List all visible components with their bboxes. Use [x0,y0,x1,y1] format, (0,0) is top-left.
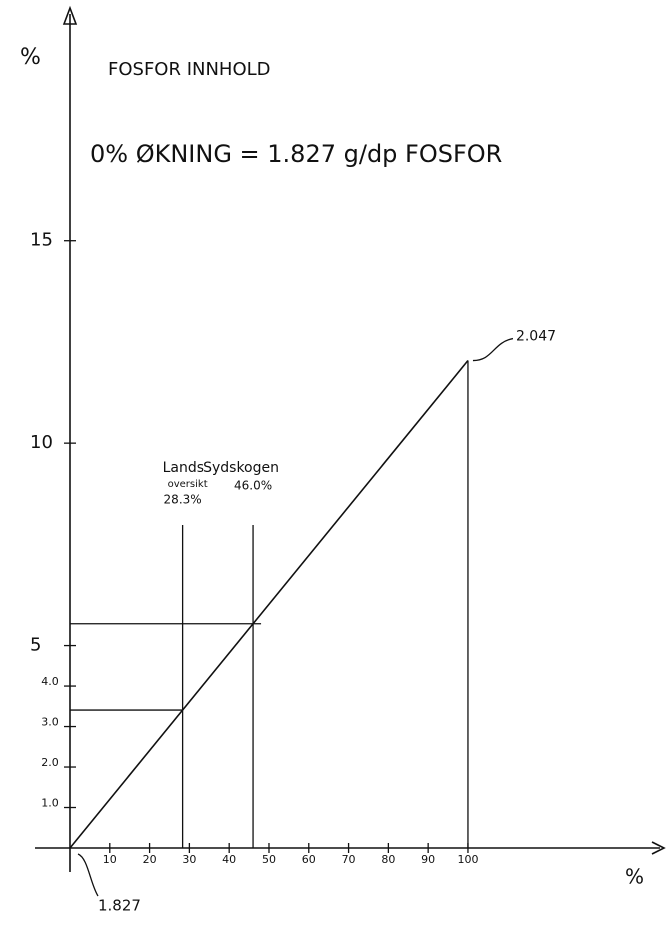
x-tick-label: 20 [143,853,157,866]
marker-value-label: 46.0% [234,479,272,493]
annotation-arrow [77,853,99,897]
y-tick-label: 10 [30,432,53,453]
y-tick-label: 1.0 [41,797,59,810]
chart-title: FOSFOR INNHOLD [108,59,271,80]
marker-subname: oversikt [168,479,208,490]
y-tick-label: 2.0 [41,756,59,769]
marker-value-label: 28.3% [164,493,202,507]
x-tick-label: 80 [381,853,395,866]
x-tick-label: 50 [262,853,276,866]
x-tick-label: 90 [421,853,435,866]
marker-name: Sydskogen [203,460,279,476]
x-axis-arrow [651,841,666,855]
x-axis-label: % [625,865,644,889]
chart-subtitle: 0% ØKNING = 1.827 g/dp FOSFOR [90,140,502,168]
y-tick-label: 5 [30,635,41,656]
x-tick-label: 60 [302,853,316,866]
x-tick-label: 10 [103,853,117,866]
y-axis-arrow [62,5,78,25]
x-tick-label: 70 [342,853,356,866]
y-axis-label: % [20,45,41,70]
x-tick-label: 100 [457,853,478,866]
x-tick-label: 40 [222,853,236,866]
x-tick-label: 30 [182,853,196,866]
data-line [69,360,469,849]
y-tick-label: 4.0 [41,675,59,688]
marker-name: Lands [163,460,204,476]
y-tick-label: 3.0 [41,716,59,729]
annotation-arrow [472,337,514,362]
annotation: 2.047 [516,329,556,345]
y-tick-label: 15 [30,230,53,251]
annotation: 1.827 [98,897,141,915]
